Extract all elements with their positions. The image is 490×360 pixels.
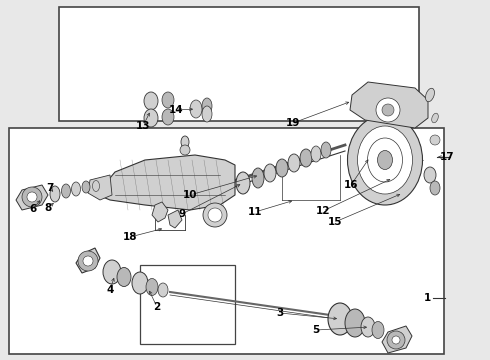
Ellipse shape: [82, 181, 90, 193]
Circle shape: [203, 203, 227, 227]
Polygon shape: [168, 210, 182, 228]
Text: 8: 8: [45, 203, 51, 213]
Ellipse shape: [311, 146, 321, 162]
Circle shape: [376, 98, 400, 122]
Ellipse shape: [377, 150, 392, 170]
Polygon shape: [382, 326, 412, 353]
Ellipse shape: [300, 149, 312, 167]
Bar: [59, 7, 419, 121]
Bar: [9, 128, 444, 354]
Text: 17: 17: [440, 152, 454, 162]
Polygon shape: [76, 248, 100, 273]
Text: 12: 12: [316, 206, 330, 216]
Text: 11: 11: [248, 207, 262, 217]
Polygon shape: [350, 82, 428, 128]
Text: 4: 4: [106, 285, 114, 295]
Polygon shape: [98, 155, 235, 210]
Ellipse shape: [430, 181, 440, 195]
Ellipse shape: [321, 142, 331, 158]
Ellipse shape: [264, 164, 276, 182]
Polygon shape: [88, 175, 112, 200]
Ellipse shape: [288, 154, 300, 172]
Circle shape: [22, 187, 42, 207]
Ellipse shape: [328, 303, 352, 335]
Circle shape: [387, 331, 405, 349]
Ellipse shape: [62, 184, 71, 198]
Ellipse shape: [432, 113, 438, 123]
Text: 13: 13: [136, 121, 150, 131]
Ellipse shape: [72, 182, 80, 196]
Ellipse shape: [358, 126, 413, 194]
Ellipse shape: [181, 136, 189, 148]
Ellipse shape: [424, 167, 436, 183]
Ellipse shape: [144, 109, 158, 127]
Ellipse shape: [347, 115, 422, 205]
Text: 2: 2: [153, 302, 161, 312]
Ellipse shape: [372, 321, 384, 338]
Ellipse shape: [202, 98, 212, 114]
Circle shape: [382, 104, 394, 116]
Ellipse shape: [144, 92, 158, 110]
Ellipse shape: [345, 309, 365, 337]
Text: 14: 14: [169, 105, 183, 115]
Text: 7: 7: [47, 183, 54, 193]
Text: 1: 1: [423, 293, 431, 303]
Polygon shape: [152, 202, 168, 222]
Circle shape: [392, 336, 400, 344]
Ellipse shape: [276, 159, 288, 177]
Ellipse shape: [202, 106, 212, 122]
Text: 5: 5: [313, 325, 319, 335]
Ellipse shape: [236, 172, 250, 194]
Ellipse shape: [117, 267, 131, 287]
Polygon shape: [16, 185, 48, 210]
Text: 10: 10: [183, 190, 197, 200]
Ellipse shape: [50, 186, 60, 202]
Bar: [140, 265, 235, 344]
Text: 6: 6: [29, 204, 37, 214]
Circle shape: [430, 135, 440, 145]
Circle shape: [27, 192, 37, 202]
Ellipse shape: [158, 283, 168, 297]
Circle shape: [83, 256, 93, 266]
Text: 15: 15: [328, 217, 342, 227]
Circle shape: [180, 145, 190, 155]
Text: 3: 3: [276, 308, 284, 318]
Ellipse shape: [93, 180, 99, 192]
Ellipse shape: [425, 88, 435, 102]
Text: 16: 16: [344, 180, 358, 190]
Ellipse shape: [190, 100, 202, 118]
Ellipse shape: [103, 260, 121, 284]
Circle shape: [208, 208, 222, 222]
Ellipse shape: [162, 109, 174, 125]
Circle shape: [78, 251, 98, 271]
Text: 18: 18: [123, 232, 137, 242]
Ellipse shape: [252, 168, 264, 188]
Ellipse shape: [361, 317, 375, 337]
Text: 9: 9: [178, 209, 186, 219]
Text: 19: 19: [286, 118, 300, 128]
Ellipse shape: [146, 279, 158, 296]
Ellipse shape: [132, 272, 148, 294]
Ellipse shape: [162, 92, 174, 108]
